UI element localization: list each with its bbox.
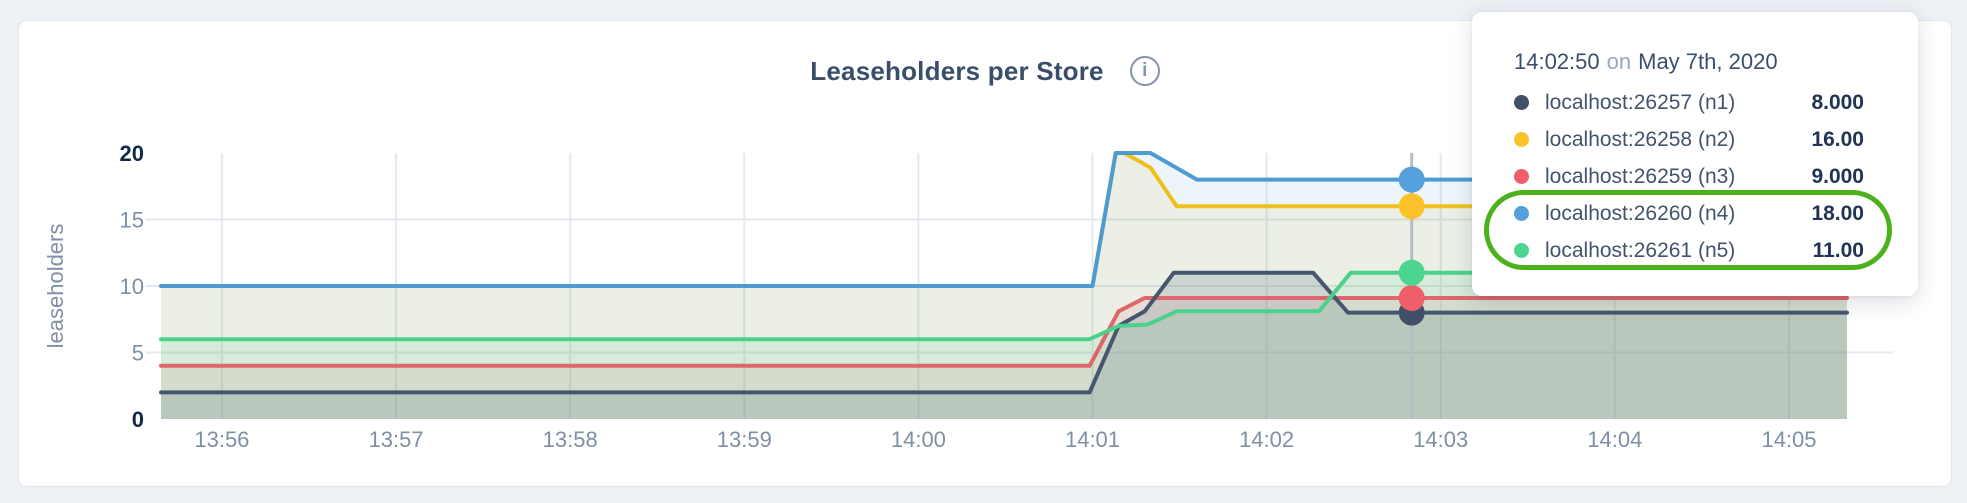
svg-text:14:01: 14:01: [1065, 427, 1120, 452]
svg-text:15: 15: [120, 208, 144, 233]
tooltip-date: May 7th, 2020: [1638, 49, 1778, 74]
series-color-dot: [1514, 243, 1529, 258]
chart-header: Leaseholders per Store i: [19, 52, 1951, 90]
tooltip-row-n1: localhost:26257 (n1) 8.000: [1514, 84, 1864, 121]
svg-text:13:57: 13:57: [369, 427, 424, 452]
series-color-dot: [1514, 169, 1529, 184]
series-lines: [159, 151, 1849, 395]
svg-text:0: 0: [132, 407, 144, 432]
series-label: localhost:26261 (n5): [1545, 238, 1736, 262]
tooltip-row-n4: localhost:26260 (n4) 18.00: [1514, 195, 1864, 232]
tooltip-conjunction: on: [1606, 49, 1632, 74]
info-icon[interactable]: i: [1129, 56, 1160, 86]
svg-text:5: 5: [132, 341, 144, 366]
tooltip-time: 14:02:50: [1514, 49, 1600, 74]
series-value: 16.00: [1811, 127, 1864, 151]
series-label: localhost:26257 (n1): [1545, 90, 1736, 114]
tooltip-timestamp: 14:02:50 on May 7th, 2020: [1514, 48, 1864, 76]
svg-text:13:59: 13:59: [717, 427, 772, 452]
svg-text:14:03: 14:03: [1413, 427, 1468, 452]
series-color-dot: [1514, 206, 1529, 221]
series-color-dot: [1514, 132, 1529, 147]
series-value: 18.00: [1811, 201, 1864, 225]
svg-text:13:56: 13:56: [194, 427, 249, 452]
tooltip-row-n2: localhost:26258 (n2) 16.00: [1514, 121, 1864, 158]
tooltip-row-n3: localhost:26259 (n3) 9.000: [1514, 158, 1864, 195]
series-label: localhost:26260 (n4): [1545, 201, 1736, 225]
chart-tooltip: 14:02:50 on May 7th, 2020 localhost:26257 …: [1472, 12, 1918, 296]
svg-text:14:04: 14:04: [1587, 427, 1642, 452]
svg-text:20: 20: [120, 141, 144, 166]
svg-text:14:02: 14:02: [1239, 427, 1294, 452]
hover-dots: [1398, 166, 1425, 326]
tooltip-row-n5: localhost:26261 (n5) 11.00: [1514, 232, 1864, 269]
y-axis-title: leaseholders: [43, 224, 68, 349]
svg-text:14:00: 14:00: [891, 427, 946, 452]
svg-text:14:05: 14:05: [1761, 427, 1816, 452]
chart-title: Leaseholders per Store: [810, 55, 1104, 86]
series-color-dot: [1514, 95, 1529, 110]
y-axis-ticks: 0 5 10 15 20: [120, 141, 144, 432]
leaseholders-chart[interactable]: 0 5 10 15 20 13:56 13:57 13:58 13:59 14:00 14:01 14…: [19, 21, 1953, 488]
series-label: localhost:26259 (n3): [1545, 164, 1736, 188]
series-label: localhost:26258 (n2): [1545, 127, 1736, 151]
svg-text:13:58: 13:58: [543, 427, 598, 452]
svg-text:10: 10: [120, 274, 144, 299]
x-axis-ticks: 13:56 13:57 13:58 13:59 14:00 14:01 14:02 14:03…: [194, 427, 1816, 452]
series-value: 11.00: [1812, 238, 1864, 262]
series-value: 8.000: [1811, 90, 1864, 114]
series-value: 9.000: [1811, 164, 1864, 188]
